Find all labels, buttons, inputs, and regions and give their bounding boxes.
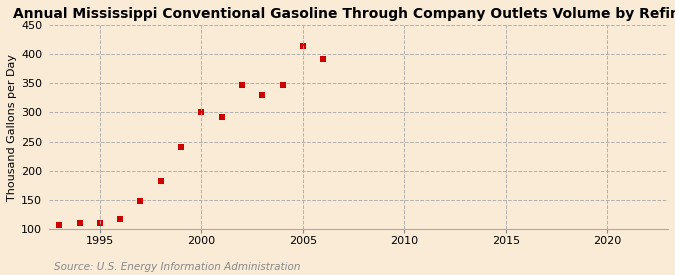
Y-axis label: Thousand Gallons per Day: Thousand Gallons per Day bbox=[7, 54, 17, 200]
Title: Annual Mississippi Conventional Gasoline Through Company Outlets Volume by Refin: Annual Mississippi Conventional Gasoline… bbox=[13, 7, 675, 21]
Text: Source: U.S. Energy Information Administration: Source: U.S. Energy Information Administ… bbox=[54, 262, 300, 272]
